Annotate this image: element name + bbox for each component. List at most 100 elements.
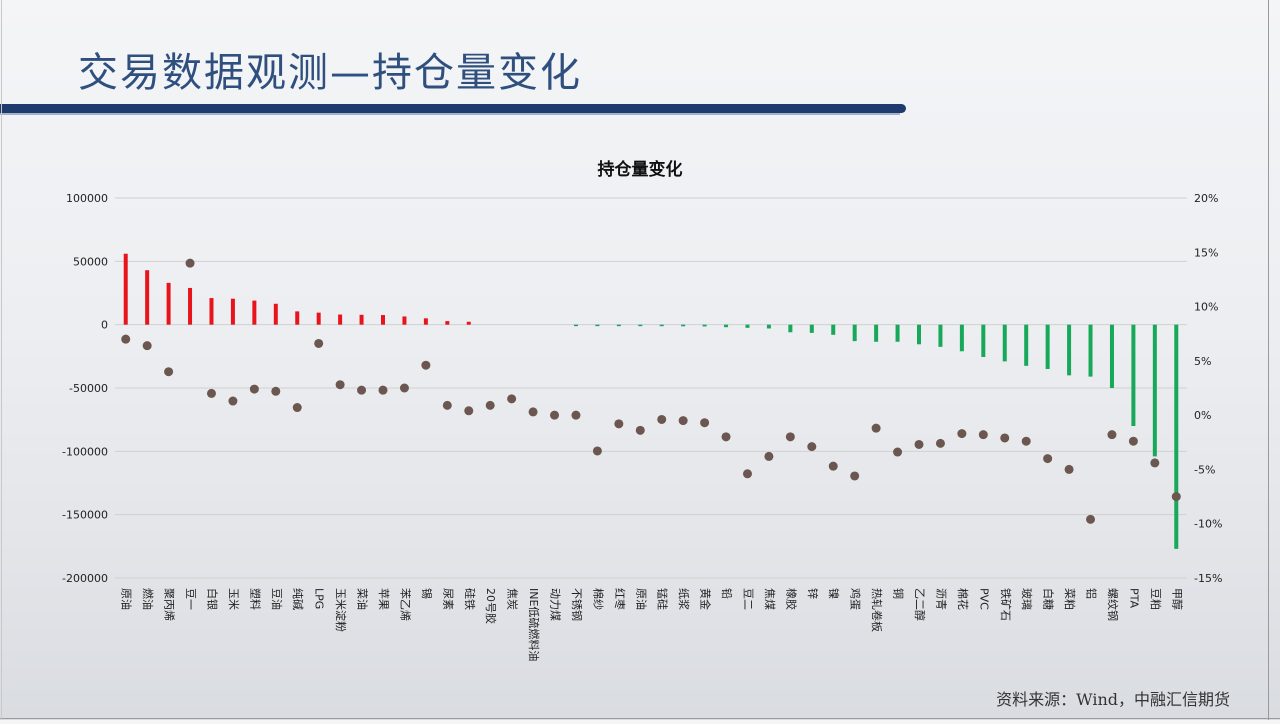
right-tick-label: -5% <box>1194 463 1215 476</box>
category-label: 不锈钢 <box>570 588 583 621</box>
category-label: 尿素 <box>441 588 454 610</box>
scatter-point <box>914 439 924 449</box>
scatter-point <box>742 469 752 479</box>
bar <box>316 312 321 325</box>
category-label: 苹果 <box>377 588 391 610</box>
bar <box>1174 324 1179 549</box>
category-label: INE低硫燃料油 <box>527 588 541 661</box>
scatter-point <box>893 447 903 457</box>
bar <box>659 324 664 327</box>
category-label: 锌 <box>806 588 820 599</box>
scatter-point <box>378 385 388 395</box>
right-tick-label: 20% <box>1194 192 1218 205</box>
scatter-point <box>485 400 495 410</box>
bar <box>616 324 621 327</box>
right-tick-label: 0% <box>1194 409 1211 422</box>
left-axis-ticks: 100000 50000 0 -50000 -100000 -150000 -200000 <box>62 192 108 585</box>
bar <box>895 324 900 342</box>
gridlines <box>115 197 1187 579</box>
bar <box>1088 324 1093 377</box>
scatter-point <box>1086 514 1096 524</box>
bar <box>573 324 578 327</box>
category-label: 焦煤 <box>763 588 776 610</box>
category-label: 铜 <box>892 588 906 599</box>
category-label: 铅 <box>720 588 734 599</box>
bar <box>230 298 235 325</box>
bar <box>338 314 343 325</box>
right-tick-label: -10% <box>1194 518 1222 531</box>
scatter-point <box>1021 436 1031 446</box>
category-label: 纸浆 <box>677 588 691 610</box>
category-label: 动力煤 <box>549 588 562 621</box>
bar <box>702 324 707 327</box>
left-tick-label: -150000 <box>62 509 108 522</box>
scatter-point <box>399 383 409 393</box>
bar <box>938 324 943 347</box>
scatter-point <box>700 418 710 428</box>
scatter-point <box>357 385 367 395</box>
bar <box>188 287 193 325</box>
bar-series <box>123 253 1179 549</box>
bar <box>252 300 257 325</box>
bar <box>209 298 214 325</box>
category-label: 铁矿石 <box>999 588 1012 621</box>
bar <box>681 324 686 327</box>
category-label: 黄金 <box>699 588 713 610</box>
bar <box>917 324 921 345</box>
category-label: 甲醇 <box>1170 588 1184 610</box>
category-label: 玻璃 <box>1020 588 1034 610</box>
bar <box>1109 324 1114 388</box>
scatter-point <box>335 380 345 390</box>
bar <box>788 324 793 333</box>
category-label: 棉纱 <box>591 588 605 610</box>
scatter-point <box>678 416 688 426</box>
scatter-point <box>614 419 624 429</box>
scatter-point <box>571 410 581 420</box>
bar <box>638 324 643 327</box>
right-axis-ticks: 20% 15% 10% 5% 0% -5% -10% -15% <box>1194 192 1222 585</box>
category-label: 鸡蛋 <box>849 588 863 610</box>
bar <box>166 282 171 325</box>
right-tick-label: 10% <box>1194 301 1218 314</box>
scatter-point <box>721 432 731 442</box>
slide-header: 交易数据观测—持仓量变化 <box>0 0 1280 120</box>
right-tick-label: 5% <box>1194 355 1211 368</box>
bar <box>295 311 300 325</box>
frame-border-left <box>1 0 2 720</box>
scatter-point <box>121 334 131 344</box>
bar <box>852 324 857 342</box>
scatter-point <box>142 341 152 351</box>
frame-border-right <box>1268 0 1269 720</box>
category-label: 白银 <box>205 588 219 610</box>
bar <box>1131 324 1136 426</box>
bar <box>1067 324 1072 376</box>
scatter-point <box>206 388 216 398</box>
category-label: 玉米 <box>227 588 240 610</box>
category-label: 豆粕 <box>1149 588 1163 610</box>
page-title: 交易数据观测—持仓量变化 <box>78 50 582 96</box>
left-tick-label: 50000 <box>73 255 108 268</box>
scatter-point <box>935 438 945 448</box>
category-label: 豆油 <box>270 588 284 610</box>
scatter-point <box>442 400 452 410</box>
category-label: 橡胶 <box>784 588 798 610</box>
bar <box>1045 324 1050 369</box>
bar <box>145 270 150 325</box>
category-label: 焦炭 <box>506 588 519 610</box>
bar <box>273 303 278 325</box>
bar <box>831 324 836 335</box>
category-label: 玉米淀粉 <box>334 588 348 632</box>
category-label: 塑料 <box>248 588 262 610</box>
scatter-point <box>1128 436 1138 446</box>
scatter-point <box>592 446 602 456</box>
scatter-point <box>871 423 881 433</box>
category-label: LPG <box>313 588 326 609</box>
bar <box>123 253 128 325</box>
category-label: 铝 <box>1085 588 1099 599</box>
scatter-point <box>228 396 238 406</box>
bar <box>595 324 600 327</box>
left-tick-label: 100000 <box>66 192 108 205</box>
category-label: 燃油 <box>141 588 155 610</box>
bar <box>874 324 879 342</box>
left-tick-label: -50000 <box>69 382 108 395</box>
